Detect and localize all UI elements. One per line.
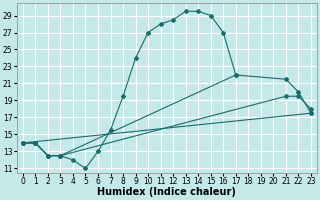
X-axis label: Humidex (Indice chaleur): Humidex (Indice chaleur) bbox=[98, 187, 236, 197]
